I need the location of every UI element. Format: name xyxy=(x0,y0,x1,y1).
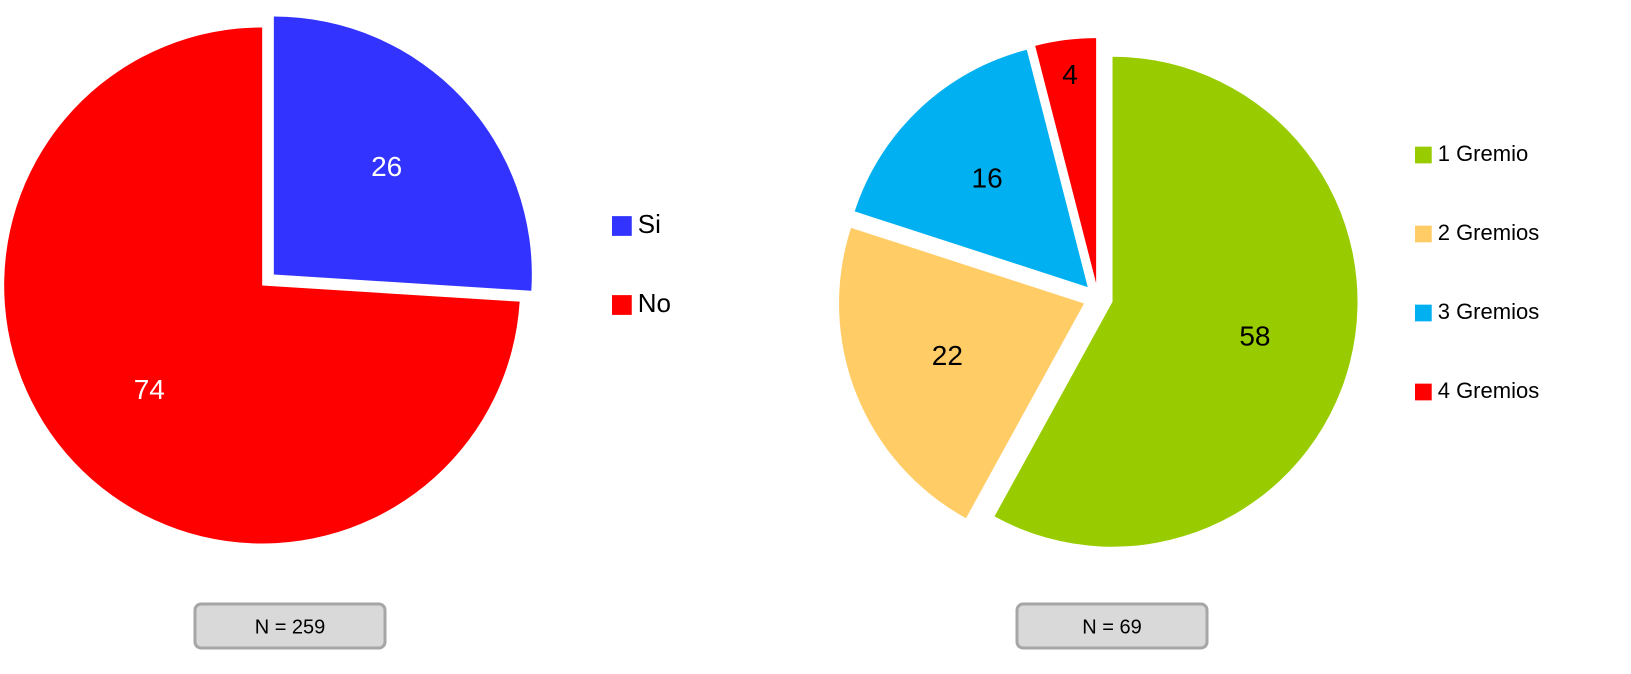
legend-label: Si xyxy=(638,209,661,239)
annotation: N = 69 xyxy=(1082,616,1141,638)
pie-slice xyxy=(273,16,532,291)
legend-swatch xyxy=(1415,304,1432,322)
data-label: 22 xyxy=(932,340,963,371)
legend-swatch xyxy=(1415,225,1432,243)
legend-label: 3 Gremios xyxy=(1438,299,1539,324)
annotation-box xyxy=(1015,602,1209,650)
pie-slice xyxy=(1035,38,1097,284)
legend-label: 2 Gremios xyxy=(1438,220,1539,245)
legend-swatch xyxy=(612,216,632,236)
legend-label: No xyxy=(638,288,671,318)
pie-slice xyxy=(854,49,1088,288)
data-label: 16 xyxy=(972,162,1003,193)
data-label: 26 xyxy=(371,151,402,182)
legend-swatch xyxy=(1415,383,1432,401)
pie-slice xyxy=(4,27,520,544)
legend-label: 4 Gremios xyxy=(1438,378,1539,403)
data-label: 74 xyxy=(134,374,165,405)
legend-swatch xyxy=(1415,146,1432,164)
data-label: 4 xyxy=(1062,59,1078,90)
legend-label: 1 Gremio xyxy=(1438,141,1528,166)
annotation: N = 259 xyxy=(255,616,326,638)
pie-slice xyxy=(994,56,1358,547)
legend-swatch xyxy=(612,295,632,315)
annotation-box xyxy=(193,602,387,650)
pie-slice xyxy=(839,227,1085,519)
data-label: 58 xyxy=(1239,321,1270,352)
